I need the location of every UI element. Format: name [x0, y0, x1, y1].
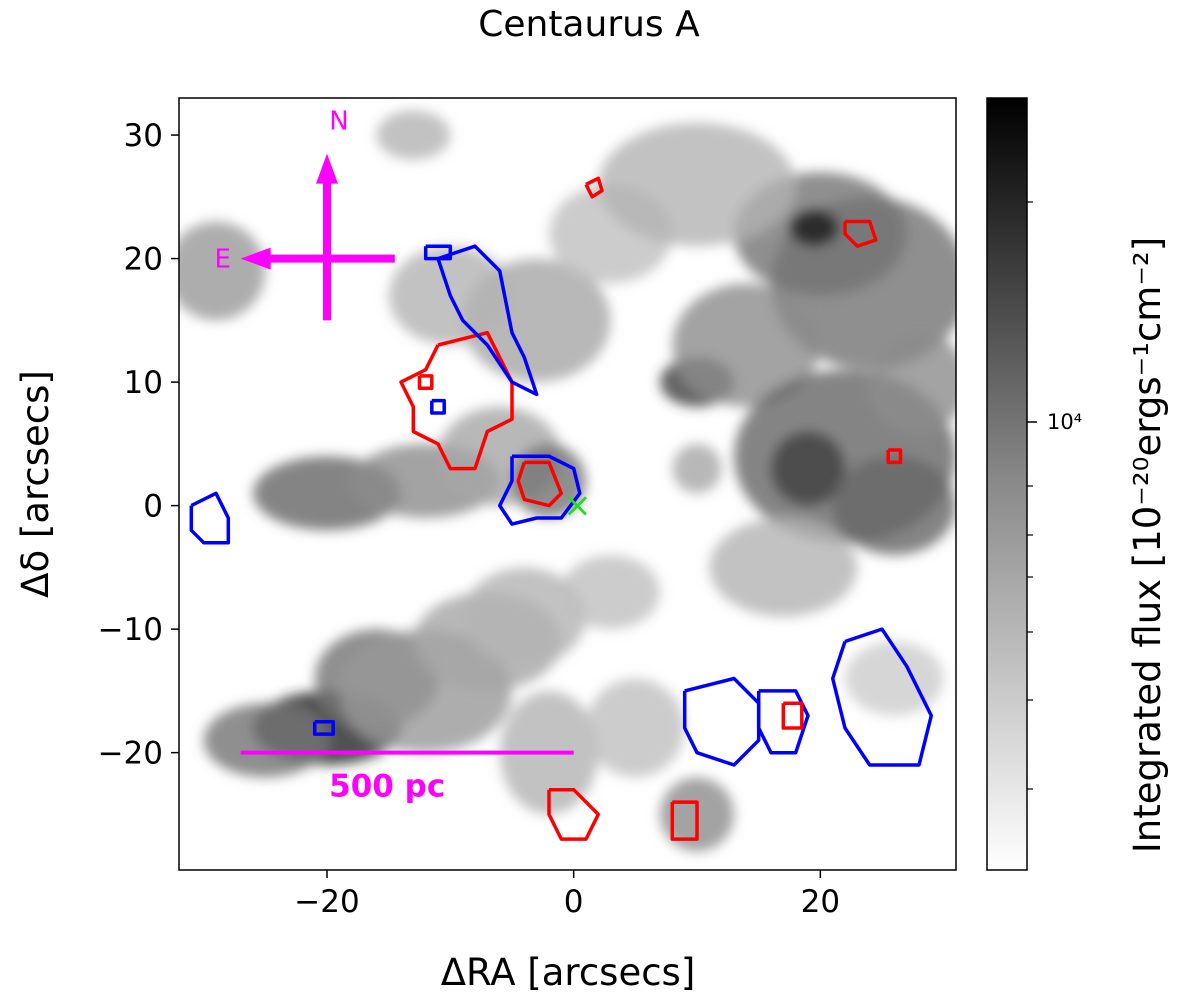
emission-blob: [832, 456, 956, 556]
x-tick-label: 20: [801, 884, 840, 920]
y-tick-label: 20: [124, 242, 163, 278]
emission-blob: [869, 332, 956, 432]
red-contour: [516, 460, 564, 508]
emission-blob: [672, 283, 821, 407]
colorbar-tick-label: 10⁴: [1047, 410, 1082, 434]
emission-blob: [672, 443, 722, 494]
red-contour: [547, 787, 601, 841]
y-tick-label: −10: [98, 612, 163, 648]
emission-blob: [845, 641, 944, 716]
red-contour: [843, 219, 878, 248]
compass-north-label: N: [329, 107, 348, 137]
y-tick-label: 30: [124, 118, 163, 154]
y-tick-label: −20: [98, 736, 163, 772]
chart-title: Centaurus A: [478, 4, 700, 45]
scale-bar: 500 pc: [240, 750, 574, 805]
colorbar-gradient: [986, 97, 1028, 871]
x-tick-label: −20: [294, 884, 359, 920]
x-tick-label: 0: [564, 884, 584, 920]
blue-contour: [436, 244, 539, 397]
plot-frame: [178, 97, 957, 871]
x-axis-label: ΔRA [arcsecs]: [441, 951, 696, 994]
blue-contour: [682, 676, 761, 767]
colorbar-ticks: [1027, 201, 1037, 790]
emission-blob: [709, 517, 858, 617]
blue-contour: [756, 689, 810, 755]
contour-layer: [189, 176, 934, 841]
emission-blob: [561, 555, 661, 630]
y-tick-label: 0: [143, 489, 163, 525]
x-axis: −20 0 20: [294, 870, 840, 920]
emission-map: [179, 110, 956, 852]
red-contour: [417, 374, 434, 391]
annotation-layer: N E 500 pc ×: [214, 107, 591, 805]
y-axis: 30 20 10 0 −10 −20: [98, 118, 179, 772]
blue-contour: [312, 720, 335, 736]
scale-bar-label: 500 pc: [329, 769, 445, 805]
blue-contour: [497, 454, 582, 526]
compass-east-arrowhead: [240, 247, 271, 270]
red-contour: [670, 800, 699, 841]
emission-blob: [586, 678, 685, 778]
nucleus-marker: ×: [563, 486, 592, 526]
emission-blob: [376, 110, 451, 160]
compass: N E: [214, 107, 395, 321]
emission-blob: [179, 221, 266, 321]
y-axis-label: Δδ [arcsecs]: [14, 370, 57, 598]
emission-blob: [462, 567, 586, 667]
colorbar: 10⁴ Integrated flux [10⁻²⁰ergs⁻¹cm⁻²]: [986, 97, 1169, 871]
emission-blob: [598, 122, 796, 247]
y-tick-label: 10: [124, 365, 163, 401]
blue-contour: [830, 627, 934, 767]
colorbar-label: Integrated flux [10⁻²⁰ergs⁻¹cm⁻²]: [1126, 237, 1169, 853]
emission-blob: [771, 431, 845, 506]
compass-north-arrowhead: [316, 153, 338, 184]
red-contour: [584, 176, 604, 199]
red-contour: [781, 701, 804, 730]
emission-blob: [203, 703, 327, 778]
blue-contour: [423, 244, 453, 261]
red-contour: [886, 448, 903, 465]
plot-area: N E 500 pc ×: [178, 97, 957, 871]
blue-contour: [430, 398, 446, 415]
compass-east-label: E: [214, 245, 230, 275]
emission-blob: [789, 209, 839, 247]
blue-contour: [189, 491, 231, 545]
